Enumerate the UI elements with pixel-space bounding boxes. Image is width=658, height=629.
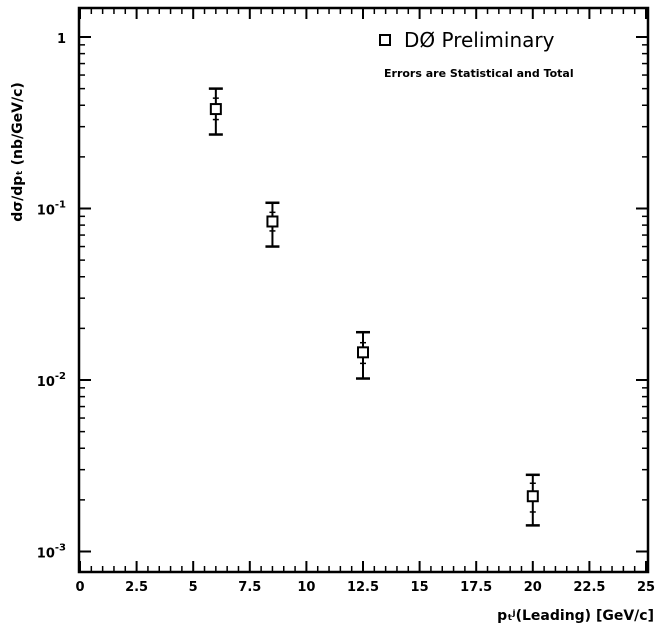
x-tick-label: 10 <box>297 580 315 595</box>
legend: DØ Preliminary <box>379 28 555 52</box>
x-tick-label: 22.5 <box>573 580 605 595</box>
y-axis-label: dσ/dpₜ (nb/GeV/c) <box>10 82 26 222</box>
x-tick-label: 12.5 <box>347 580 379 595</box>
x-tick-label: 17.5 <box>460 580 492 595</box>
x-tick-label: 7.5 <box>238 580 261 595</box>
data-marker <box>209 103 222 116</box>
y-axis-ticks: 1 10-1 10-2 10-3 <box>37 32 648 562</box>
legend-marker-icon <box>379 34 391 46</box>
x-tick-label: 2.5 <box>125 580 148 595</box>
data-point <box>525 473 540 527</box>
y-tick-label: 10-3 <box>37 543 66 562</box>
data-points <box>208 87 540 527</box>
data-marker <box>526 490 539 503</box>
data-point <box>208 87 223 136</box>
data-marker <box>266 215 279 228</box>
x-tick-label: 0 <box>75 580 84 595</box>
x-tick-label: 20 <box>524 580 542 595</box>
x-axis-ticks: 0 2.5 5 7.5 10 12.5 15 17.5 20 22.5 25 <box>75 8 655 595</box>
x-axis-label: pₜʲ(Leading) [GeV/c] <box>497 608 654 624</box>
y-tick-label: 10-2 <box>37 371 66 390</box>
data-point <box>356 330 370 380</box>
data-point <box>265 201 280 248</box>
y-tick-label: 10-1 <box>37 200 66 219</box>
errors-annotation: Errors are Statistical and Total <box>384 67 574 80</box>
legend-label: DØ Preliminary <box>404 28 555 52</box>
data-marker <box>357 346 369 359</box>
plot-frame <box>77 6 650 574</box>
y-tick-label: 1 <box>57 32 66 47</box>
x-tick-label: 15 <box>411 580 429 595</box>
x-tick-label: 5 <box>189 580 198 595</box>
x-tick-label: 25 <box>637 580 655 595</box>
